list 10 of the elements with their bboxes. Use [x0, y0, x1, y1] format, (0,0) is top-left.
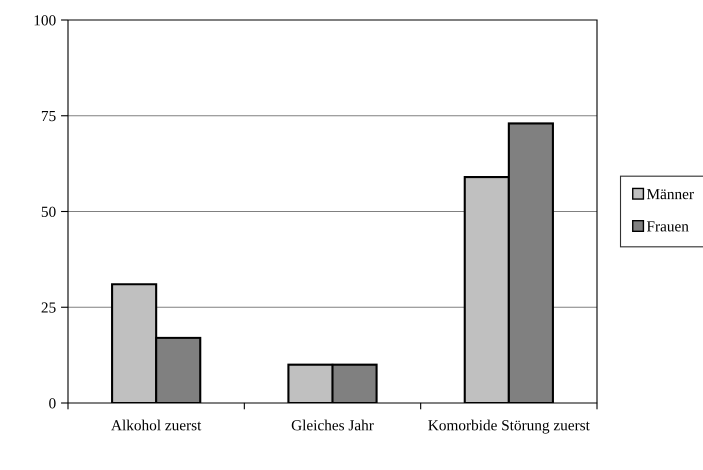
x-tick-label: Alkohol zuerst [111, 420, 202, 430]
legend-label: Frauen [646, 221, 689, 232]
y-tick-label: 25 [42, 302, 56, 313]
y-tick-label: 0 [49, 398, 56, 408]
x-tick-label: Gleiches Jahr [292, 420, 374, 430]
y-tick-label: 75 [42, 111, 56, 122]
legend-label: Männer [646, 189, 694, 200]
y-tick-label: 50 [42, 206, 56, 217]
y-tick-label: 100 [34, 15, 56, 26]
x-tick-label: Komorbide Störung zuerst [428, 420, 590, 434]
